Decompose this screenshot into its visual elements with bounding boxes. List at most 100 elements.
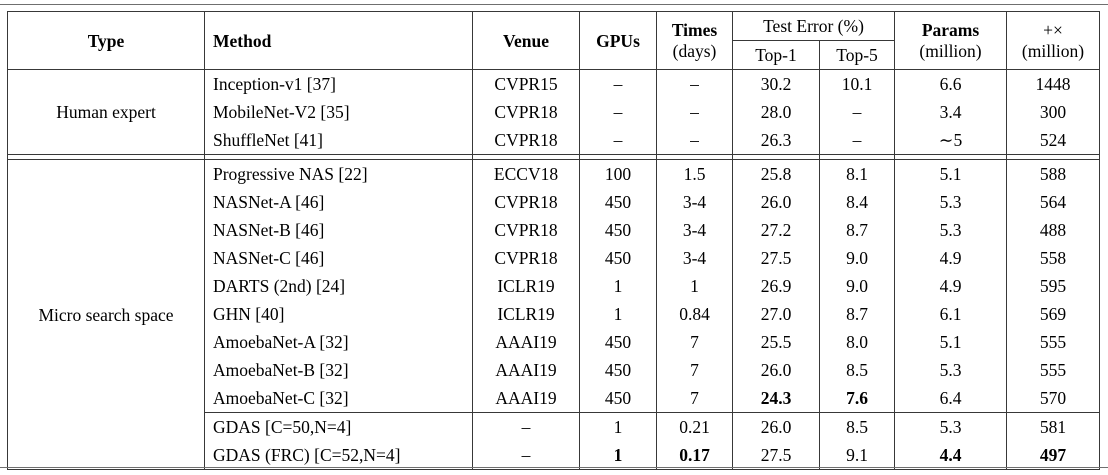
table-row: NASNet-C [46] CVPR18 450 3-4 27.5 9.0 4.9 558 (8, 244, 1101, 272)
cell-gpus: 450 (579, 188, 657, 216)
cell-gpus: 450 (579, 356, 657, 384)
cell-top1: 26.0 (732, 412, 820, 441)
cell-venue: – (472, 412, 580, 441)
cell-top1: 27.5 (732, 244, 820, 272)
cell-top1: 27.5 (732, 441, 820, 470)
cell-times: 0.21 (656, 412, 733, 441)
cell-method: AmoebaNet-A [32] (204, 328, 473, 356)
header-params: Params (million) (894, 11, 1008, 70)
table-header: Type Method Venue GPUs Times (days) Test… (7, 11, 1101, 70)
cell-params: 6.1 (894, 300, 1008, 328)
cell-times: 3-4 (656, 188, 733, 216)
table-row: AmoebaNet-B [32] AAAI19 450 7 26.0 8.5 5.3 555 (8, 356, 1101, 384)
table-row: GDAS [C=50,N=4] –1 0.21 26.0 8.5 5.3 581 (8, 412, 1101, 441)
cell-top5: 8.1 (818, 159, 896, 188)
cell-madds: 488 (1006, 216, 1101, 244)
cell-method: GDAS [C=50,N=4] (204, 412, 473, 441)
table-row: GHN [40] ICLR19 1 0.84 27.0 8.7 6.1 569 (8, 300, 1101, 328)
header-method: Method (204, 11, 473, 70)
cell-venue: – (472, 441, 580, 470)
cell-params: 5.3 (894, 412, 1008, 441)
cell-method: NASNet-C [46] (204, 244, 473, 272)
table-row: AmoebaNet-A [32] AAAI19 450 7 25.5 8.0 5.1 555 (8, 328, 1101, 356)
header-multiply-adds-label: +× (1043, 19, 1063, 40)
cell-gpus: 1 (579, 412, 657, 441)
cell-madds: 581 (1006, 412, 1101, 441)
cell-top1: 26.3 (732, 126, 820, 155)
cell-top5: 8.4 (818, 188, 896, 216)
cell-params: 6.6 (894, 69, 1008, 98)
cell-params: 5.1 (894, 159, 1008, 188)
cell-madds: 564 (1006, 188, 1101, 216)
table-row: DARTS (2nd) [24] ICLR19 1 1 26.9 9.0 4.9 595 (8, 272, 1101, 300)
cell-madds: 300 (1006, 98, 1101, 126)
cell-madds: 569 (1006, 300, 1101, 328)
cell-venue: ECCV18 (472, 159, 580, 188)
cell-gpus: 1 (579, 441, 657, 470)
cell-method: GDAS (FRC) [C=52,N=4] (204, 441, 473, 470)
section-divider-cell (1006, 154, 1101, 160)
cell-times: – (656, 98, 733, 126)
cell-venue: CVPR18 (472, 244, 580, 272)
cell-top5: 9.0 (818, 272, 896, 300)
cell-times: – (656, 126, 733, 155)
cell-venue: AAAI19 (472, 384, 580, 413)
header-times-unit: (days) (672, 40, 717, 61)
cell-params: 6.4 (894, 384, 1008, 413)
cell-gpus: 1 (579, 300, 657, 328)
header-top5: Top-5 (818, 40, 896, 70)
cell-venue: CVPR18 (472, 188, 580, 216)
cell-top1: 24.3 (732, 384, 820, 413)
cell-top5: 9.0 (818, 244, 896, 272)
header-top1: Top-1 (732, 40, 820, 70)
header-times: Times (days) (656, 11, 733, 70)
cell-gpus: – (579, 126, 657, 155)
cell-gpus: – (579, 69, 657, 98)
table-row: Micro search space Progressive NAS [22] EC… (7, 159, 1101, 470)
cell-gpus: – (579, 98, 657, 126)
cell-venue: CVPR15 (472, 69, 580, 98)
cell-top5: – (818, 98, 896, 126)
cell-top5: 7.6 (818, 384, 896, 413)
cell-gpus: 450 (579, 384, 657, 413)
cell-method: Progressive NAS [22] (204, 159, 473, 188)
cell-madds: 588 (1006, 159, 1101, 188)
header-row-main: Type Method Venue GPUs Times (days) Test… (7, 11, 1101, 70)
cell-top1: 26.9 (732, 272, 820, 300)
header-times-label: Times (671, 19, 718, 40)
header-params-unit: (million) (919, 40, 982, 61)
cell-madds: 524 (1006, 126, 1101, 155)
cell-top5: 8.7 (818, 216, 896, 244)
cell-times: 7 (656, 384, 733, 413)
cell-top1: 28.0 (732, 98, 820, 126)
header-gpus: GPUs (579, 11, 657, 70)
cell-top1: 27.0 (732, 300, 820, 328)
cell-madds: 555 (1006, 328, 1101, 356)
cell-times: 3-4 (656, 216, 733, 244)
cell-madds: 555 (1006, 356, 1101, 384)
cell-method: ShuffleNet [41] (204, 126, 473, 155)
cell-top5: 8.7 (818, 300, 896, 328)
cell-method: GHN [40] (204, 300, 473, 328)
header-params-label: Params (921, 19, 980, 40)
cell-params: 4.9 (894, 244, 1008, 272)
table-body: Human expert Inception-v1 [37] CVPR15– –30.… (7, 69, 1101, 470)
cell-type: Micro search space (7, 159, 205, 470)
cell-venue: AAAI19 (472, 356, 580, 384)
cell-top5: 8.5 (818, 356, 896, 384)
cell-params: ∼5 (894, 126, 1008, 155)
header-test-error: Test Error (%) (731, 11, 896, 41)
cell-method: NASNet-A [46] (204, 188, 473, 216)
cell-params: 5.1 (894, 328, 1008, 356)
cell-top1: 25.5 (732, 328, 820, 356)
cell-top5: 8.5 (818, 412, 896, 441)
cell-method: Inception-v1 [37] (204, 69, 473, 98)
section-divider-cell (818, 154, 896, 160)
cell-gpus: 450 (579, 328, 657, 356)
cell-venue: AAAI19 (472, 328, 580, 356)
cell-venue: CVPR18 (472, 98, 580, 126)
cell-top1: 26.0 (732, 188, 820, 216)
header-multiply-adds-unit: (million) (1021, 40, 1085, 61)
cell-params: 4.4 (894, 441, 1008, 470)
cell-method: AmoebaNet-C [32] (204, 384, 473, 413)
